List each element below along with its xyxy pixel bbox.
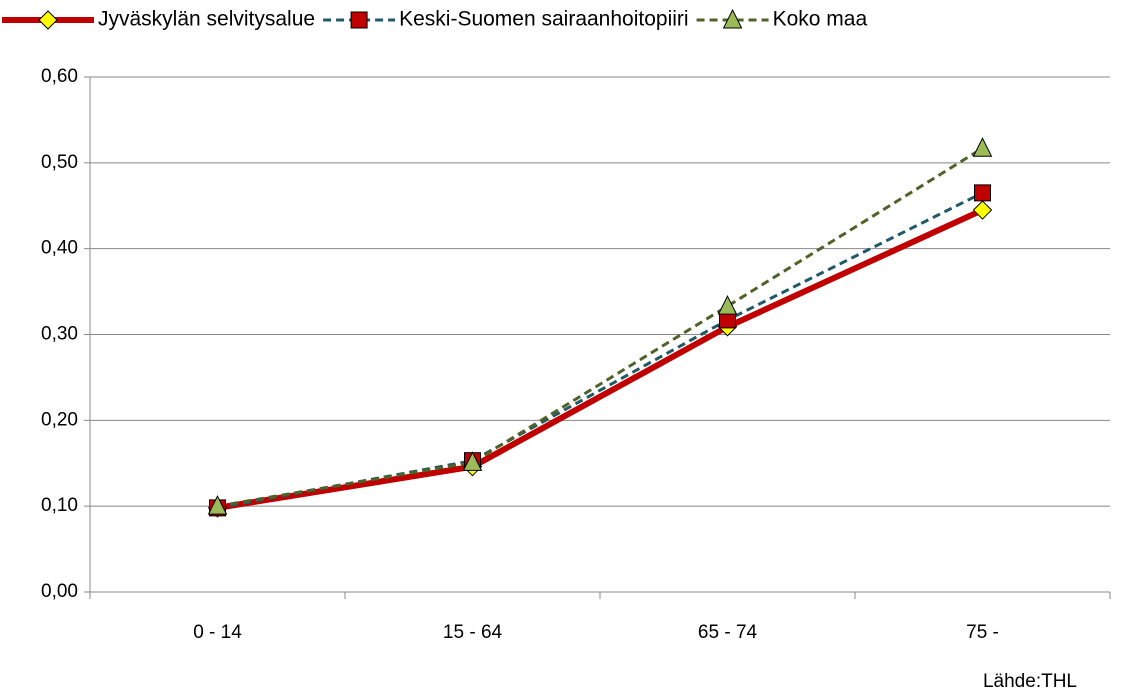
x-tick-label: 0 - 14 — [193, 622, 242, 643]
legend-label: Keski-Suomen sairaanhoitopiiri — [399, 8, 688, 31]
triangle-marker — [462, 451, 483, 471]
series-line — [217, 146, 984, 508]
y-tick-label: 0,30 — [41, 324, 78, 345]
x-tick-label: 75 - — [966, 622, 999, 643]
series-line — [217, 207, 984, 511]
series-line — [217, 191, 984, 510]
triangle-marker — [207, 495, 228, 515]
square-marker — [974, 184, 991, 202]
y-tick-label: 0,60 — [41, 66, 78, 87]
y-tick-label: 0,00 — [41, 581, 78, 602]
legend-marker — [722, 8, 743, 29]
y-tick-label: 0,50 — [41, 152, 78, 173]
legend-marker — [38, 10, 58, 30]
triangle-marker — [972, 137, 993, 157]
y-tick-label: 0,40 — [41, 238, 78, 259]
diamond-marker — [972, 200, 993, 220]
triangle-marker — [717, 295, 738, 315]
x-tick-label: 65 - 74 — [698, 622, 758, 643]
source-note: Lähde:THL — [983, 671, 1077, 692]
x-tick-label: 15 - 64 — [443, 622, 503, 643]
y-tick-label: 0,10 — [41, 495, 78, 516]
legend-label: Jyväskylän selvitysalue — [98, 8, 315, 31]
legend-marker — [350, 11, 368, 29]
y-tick-label: 0,20 — [41, 409, 78, 430]
legend-label: Koko maa — [773, 8, 868, 31]
